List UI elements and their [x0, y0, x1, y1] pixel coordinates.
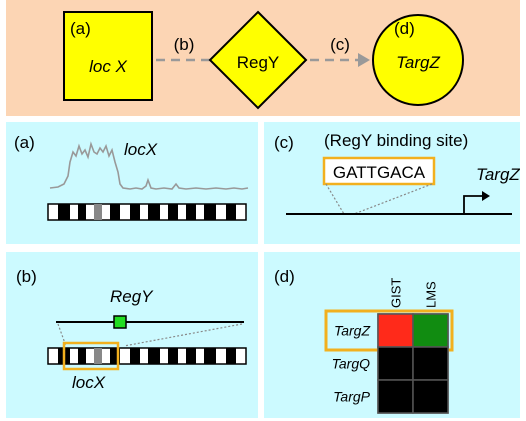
heatmap-row-label: TargQ: [332, 356, 371, 372]
binding-site-caption: (RegY binding site): [324, 131, 468, 150]
expression-heatmap: GIST LMS TargZ TargQ TargP: [324, 278, 454, 414]
panel-a-diagram: (a) locX: [14, 133, 249, 221]
panel-a-locus-label: locX: [124, 140, 158, 159]
panel-a: (a) locX: [6, 122, 258, 244]
panel-b: (b) RegY locX: [6, 252, 258, 418]
targz-node: [372, 14, 464, 106]
zoom-line-left: [325, 183, 345, 215]
network-diagram: (a) loc X (b) RegY (c) (d) TargZ: [63, 10, 464, 110]
heatmap-column-label: GIST: [389, 278, 404, 308]
heatmap-cell: [412, 379, 449, 414]
regulator-marker: [113, 315, 127, 329]
panel-c-diagram: (c) (RegY binding site) GATTGACA TargZ: [274, 131, 520, 215]
tss-arrowhead: [482, 191, 490, 201]
heatmap-row-label: TargP: [333, 389, 371, 405]
binding-site-box: [322, 156, 436, 186]
panel-d: (d) GIST LMS TargZ TargQ TargP: [264, 252, 520, 418]
heatmap-column-label: LMS: [424, 281, 439, 308]
tss-arrow: [463, 195, 482, 214]
locus-highlight-box: [62, 341, 120, 371]
panel-d-diagram: (d) GIST LMS TargZ TargQ TargP: [274, 267, 454, 414]
targz-node-label: TargZ: [396, 53, 440, 72]
target-gene-label: TargZ: [476, 165, 520, 184]
heatmap-cell: [377, 313, 414, 348]
projection-line-right: [123, 323, 243, 347]
copy-number-trace: [49, 141, 249, 190]
panel-c-tag: (c): [274, 133, 294, 152]
heatmap-cell: [377, 346, 414, 381]
heatmap-cell: [412, 313, 449, 348]
network-panel: (a) loc X (b) RegY (c) (d) TargZ: [6, 0, 520, 116]
heatmap-cell: [377, 379, 414, 414]
chromosome-ideogram: [47, 203, 247, 221]
locx-node-label: loc X: [89, 57, 127, 76]
edge-c-arrowhead: [358, 53, 370, 67]
regy-node: [208, 10, 308, 110]
regy-node-label: RegY: [237, 53, 280, 72]
panel-b-tag: (b): [16, 267, 37, 286]
locus-label: locX: [72, 373, 106, 392]
edge-b-label: (b): [174, 35, 195, 54]
locx-node-tag: (a): [70, 19, 91, 38]
panel-a-tag: (a): [14, 133, 35, 152]
locx-node: [63, 11, 153, 101]
binding-site-sequence: GATTGACA: [333, 163, 426, 182]
edge-c-label: (c): [330, 35, 350, 54]
regulator-label: RegY: [110, 287, 154, 306]
panel-d-tag: (d): [274, 267, 295, 286]
zoom-line-right: [353, 183, 433, 215]
panel-c: (c) (RegY binding site) GATTGACA TargZ: [264, 122, 520, 244]
heatmap-cell: [412, 346, 449, 381]
panel-b-diagram: (b) RegY locX: [16, 267, 247, 392]
chromosome-ideogram-b: [47, 347, 247, 365]
heatmap-row-label: TargZ: [334, 323, 371, 339]
targz-node-tag: (d): [394, 19, 415, 38]
